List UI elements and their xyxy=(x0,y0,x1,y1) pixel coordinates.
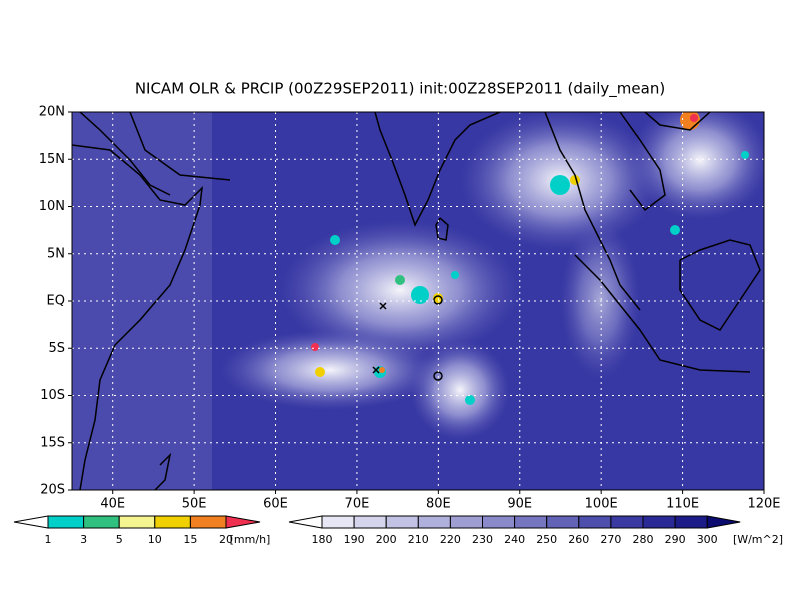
x-tick-label: 100E xyxy=(585,497,618,512)
colorbar-box xyxy=(482,515,516,529)
colorbar-triangle xyxy=(288,515,323,529)
legends: 1 3 5 10 15 20[mm/h] 180 190 200 210 220 230 240 250 2… xyxy=(13,515,783,546)
colorbar-box xyxy=(321,515,355,529)
colorbar-label: 240 xyxy=(504,533,525,546)
colorbar-label: 20 xyxy=(219,533,233,546)
land-shade xyxy=(72,112,212,490)
colorbar-box xyxy=(449,515,483,529)
colorbar-box xyxy=(546,515,580,529)
colorbar-box xyxy=(578,515,612,529)
x-tick-label: 70E xyxy=(345,497,370,512)
cloud xyxy=(280,220,520,360)
y-tick-label: 5S xyxy=(48,341,65,356)
x-tick-label: 80E xyxy=(426,497,451,512)
colorbar-unit: [W/m^2] xyxy=(733,533,783,546)
title: NICAM OLR & PRCIP (00Z29SEP2011) init:00… xyxy=(135,80,665,99)
x-tick-label: 110E xyxy=(666,497,699,512)
colorbar-label: 1 xyxy=(45,533,52,546)
colorbar-label: 5 xyxy=(116,533,123,546)
colorbar-label: 180 xyxy=(312,533,333,546)
colorbar-box xyxy=(189,515,227,529)
x-tick-label: 90E xyxy=(507,497,532,512)
y-tick-label: 10S xyxy=(40,388,65,403)
y-tick-label: 10N xyxy=(39,199,65,214)
colorbar-box xyxy=(417,515,451,529)
colorbar-box xyxy=(154,515,191,529)
x-tick-label: 50E xyxy=(182,497,207,512)
colorbar-label: 10 xyxy=(148,533,162,546)
colorbar-label: 270 xyxy=(600,533,621,546)
y-tick-label: 15S xyxy=(40,435,65,450)
colorbar-label: 3 xyxy=(80,533,87,546)
colorbar-unit: [mm/h] xyxy=(230,533,271,546)
colorbar-triangle xyxy=(225,515,261,529)
colorbar-label: 280 xyxy=(633,533,654,546)
colorbar-box xyxy=(610,515,644,529)
colorbar-label: 200 xyxy=(376,533,397,546)
colorbar-label: 190 xyxy=(344,533,365,546)
colorbar-box xyxy=(118,515,156,529)
x-tick-label: 60E xyxy=(263,497,288,512)
colorbar-box xyxy=(353,515,387,529)
cloud xyxy=(630,112,764,220)
y-tick-label: 20N xyxy=(39,105,65,120)
colorbar-label: 250 xyxy=(536,533,557,546)
cloud xyxy=(410,340,510,440)
x-tick-label: 40E xyxy=(100,497,125,512)
cloud xyxy=(560,220,640,380)
colorbar-label: 290 xyxy=(665,533,686,546)
colorbar-box xyxy=(83,515,120,529)
x-tick-label: 120E xyxy=(747,497,780,512)
colorbar-box xyxy=(47,515,85,529)
colorbar-label: 210 xyxy=(408,533,429,546)
colorbar-label: 230 xyxy=(472,533,493,546)
cloud xyxy=(220,330,440,410)
colorbar-box xyxy=(674,515,708,529)
grid xyxy=(72,112,764,490)
colorbar-label: 260 xyxy=(568,533,589,546)
map xyxy=(72,112,764,490)
y-tick-label: 20S xyxy=(40,483,65,498)
colorbar-box xyxy=(642,515,676,529)
coastlines xyxy=(72,112,761,490)
colorbar-box xyxy=(385,515,419,529)
colorbar-triangle xyxy=(706,515,741,529)
y-tick-label: EQ xyxy=(47,294,65,309)
colorbar-label: 15 xyxy=(183,533,197,546)
colorbar-box xyxy=(514,515,548,529)
colorbar-label: 220 xyxy=(440,533,461,546)
y-tick-label: 15N xyxy=(39,152,65,167)
colorbar-label: 300 xyxy=(697,533,718,546)
ticks: 40E 50E 60E 70E 80E 90E 100E 110E 120E 20N 15N 10N 5… xyxy=(39,105,781,512)
colorbar-triangle xyxy=(13,515,49,529)
y-tick-label: 5N xyxy=(47,246,65,261)
